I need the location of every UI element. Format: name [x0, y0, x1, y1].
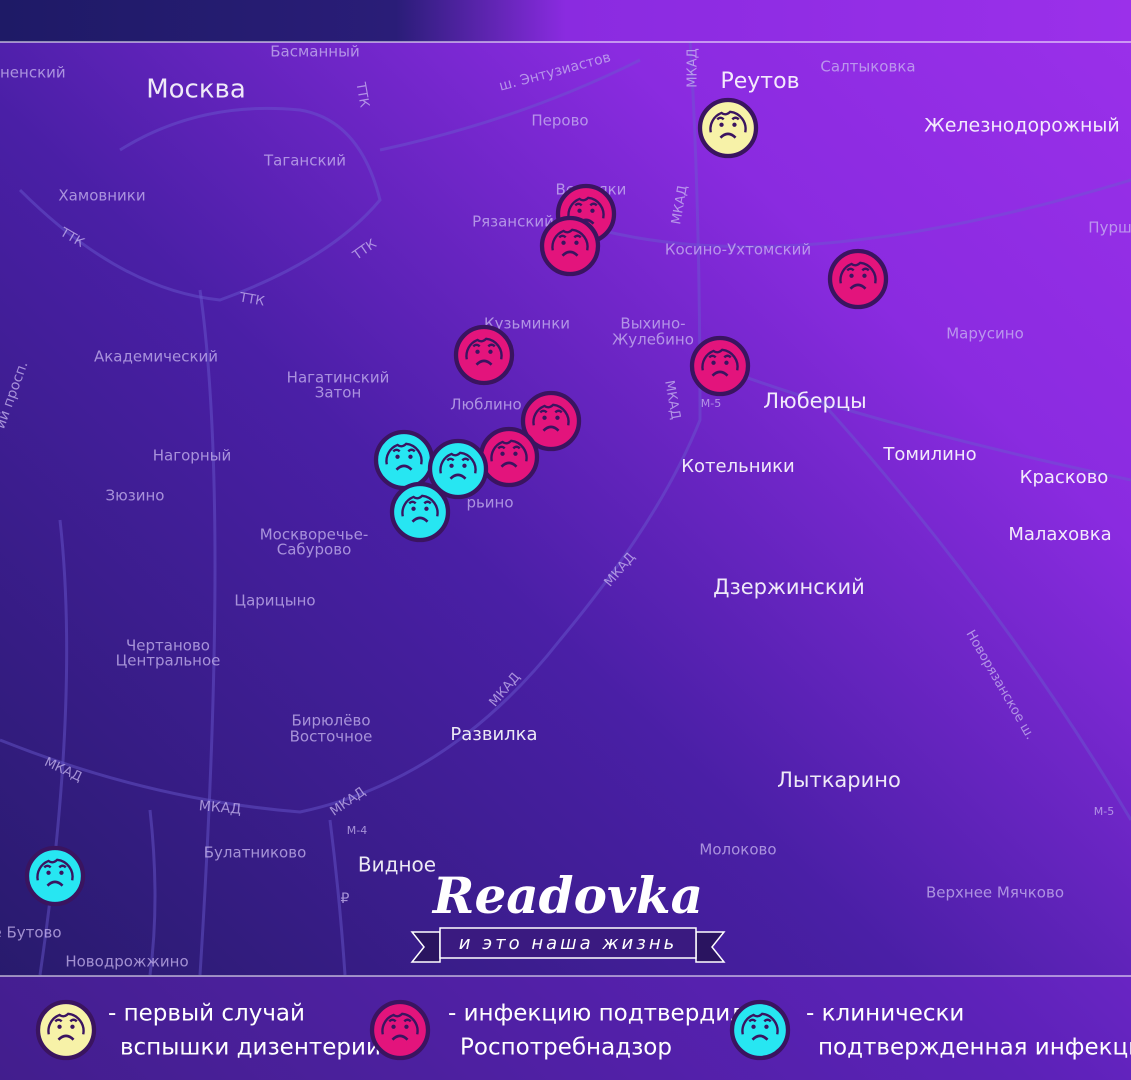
place-label: Видное	[358, 853, 436, 877]
legend-text: Роспотребнадзор	[460, 1035, 672, 1061]
case-marker	[427, 438, 489, 500]
logo-title: Readovka	[431, 866, 703, 925]
case-marker	[827, 248, 889, 310]
place-label: Развилка	[450, 724, 537, 745]
case-marker	[539, 215, 601, 277]
marker-circle	[369, 999, 431, 1061]
place-label: МКАД	[686, 48, 701, 88]
place-label: Рязанский	[472, 213, 554, 231]
place-label: Восточное	[290, 728, 373, 746]
place-label: е Бутово	[0, 924, 62, 942]
marker-circle	[478, 426, 540, 488]
place-label: ₽	[341, 891, 350, 907]
place-label: Царицыно	[234, 592, 315, 610]
legend-text: - клинически	[806, 1001, 964, 1027]
place-label: Дзержинский	[713, 575, 865, 599]
place-label: Красково	[1020, 467, 1109, 488]
place-label: М-5	[1094, 805, 1114, 818]
place-label: М-4	[347, 824, 367, 837]
marker-circle	[35, 999, 97, 1061]
place-label: Молоково	[699, 841, 776, 859]
place-label: Хамовники	[58, 187, 145, 205]
place-label: Малаховка	[1008, 524, 1111, 545]
marker-circle	[827, 248, 889, 310]
logo: Readovka и это наша жизнь	[410, 866, 726, 963]
case-marker	[689, 335, 751, 397]
marker-circle	[539, 215, 601, 277]
place-label: Косино-Ухтомский	[665, 241, 811, 259]
place-label: Реутов	[720, 69, 799, 94]
place-label: Таганский	[263, 152, 346, 170]
place-label: Перово	[531, 112, 588, 130]
place-label: Выхино-	[620, 315, 685, 333]
marker-circle	[729, 999, 791, 1061]
place-label: Сабурово	[277, 541, 352, 559]
place-label: Котельники	[681, 456, 795, 477]
logo-tagline: и это наша жизнь	[459, 933, 677, 954]
marker-circle	[520, 390, 582, 452]
roads	[0, 39, 1131, 976]
place-label: Басманный	[270, 43, 359, 61]
marker-circle	[389, 481, 451, 543]
place-label: Марусино	[946, 325, 1024, 343]
place-label: ненский	[0, 64, 66, 82]
legend-text: - первый случай	[108, 1001, 305, 1027]
place-label: МКАД	[669, 184, 691, 226]
place-label: Верхнее Мячково	[926, 884, 1064, 902]
place-label: Нагорный	[153, 447, 231, 465]
legend: - первый случай вспышки дизентерии - инфек…	[35, 999, 1131, 1061]
place-label: Затон	[315, 384, 362, 402]
place-label: Люберцы	[763, 389, 867, 413]
legend-text: вспышки дизентерии	[120, 1035, 381, 1061]
case-marker	[729, 999, 791, 1061]
place-label: Бирюлёво	[291, 712, 370, 730]
marker-circle	[427, 438, 489, 500]
marker-circle	[453, 324, 515, 386]
place-label: МКАД	[661, 379, 683, 421]
place-label: рьино	[466, 494, 513, 512]
legend-text: - инфекцию подтвердил	[448, 1001, 745, 1027]
place-label: Москворечье-	[260, 526, 369, 544]
top-bar	[0, 0, 1131, 42]
markers	[24, 97, 889, 907]
case-marker	[389, 481, 451, 543]
place-label: Люблино	[450, 396, 521, 414]
place-label: М-5	[701, 397, 721, 410]
place-label: Томилино	[882, 444, 976, 465]
marker-circle	[697, 97, 759, 159]
case-marker	[697, 97, 759, 159]
place-label: МКАД	[198, 798, 242, 818]
place-label: ТТК	[352, 80, 371, 108]
case-marker	[520, 390, 582, 452]
place-label: Академический	[94, 348, 218, 366]
case-marker	[369, 999, 431, 1061]
place-label: Жулебино	[612, 331, 694, 349]
place-label: Лыткарино	[777, 768, 901, 792]
marker-circle	[24, 845, 86, 907]
marker-circle	[689, 335, 751, 397]
marker-circle	[373, 429, 435, 491]
place-label: Пурш	[1088, 219, 1131, 237]
place-label: Зюзино	[106, 487, 165, 505]
place-label: Салтыковка	[820, 58, 915, 76]
place-label: Железнодорожный	[924, 115, 1119, 137]
place-label: Центральное	[116, 652, 221, 670]
case-marker	[453, 324, 515, 386]
case-marker	[24, 845, 86, 907]
case-marker	[478, 426, 540, 488]
place-label: Кузьминки	[484, 315, 570, 333]
case-marker	[35, 999, 97, 1061]
place-label: ТТК	[237, 290, 265, 309]
case-marker	[373, 429, 435, 491]
place-label: Москва	[146, 75, 246, 105]
place-label: Булатниково	[204, 844, 307, 862]
place-label: Нагатинский	[287, 369, 390, 387]
place-label: Чертаново	[126, 637, 210, 655]
legend-panel	[0, 976, 1131, 1080]
legend-text: подтвержденная инфекция	[818, 1035, 1131, 1061]
place-label: Новодрожжино	[65, 953, 188, 971]
